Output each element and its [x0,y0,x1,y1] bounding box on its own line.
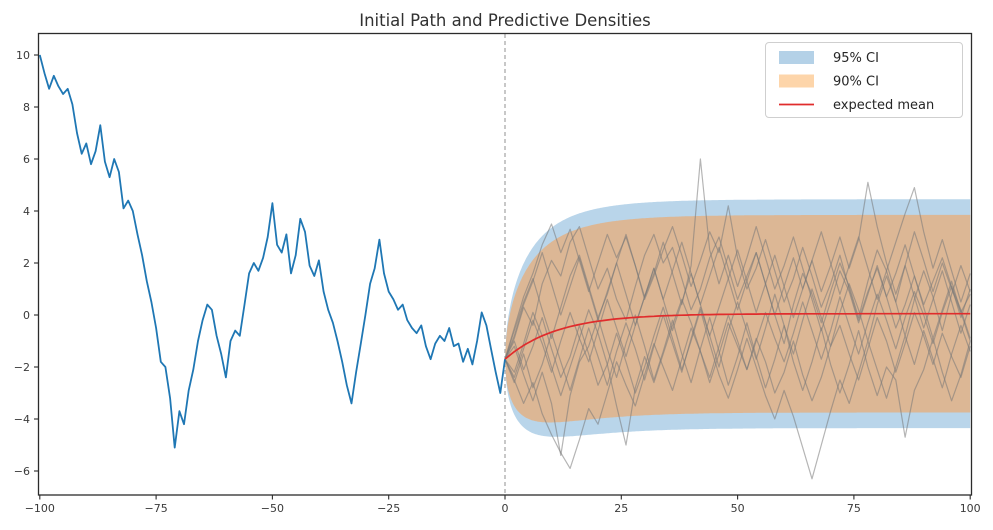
y-tick-label: −4 [14,413,30,426]
legend-label-90-ci: 90% CI [833,75,879,90]
y-tick-label: 2 [23,257,30,270]
legend-label-95-ci: 95% CI [833,51,879,66]
y-tick-label: 0 [23,309,30,322]
legend-label-expected-mean: expected mean [833,98,934,113]
legend: 95% CI 90% CI expected mean [765,42,963,118]
ci-bands-layer [505,199,971,437]
x-tick-label: 75 [847,502,861,515]
expected-mean-line [504,312,971,360]
axes-layer: −100 −75 −50 −25 0 25 50 75 100 −6 −4 −2 0 2 4 6 8 10 [14,32,981,515]
sample-path [504,285,971,446]
sample-path [504,187,971,360]
chart-title: Initial Path and Predictive Densities [359,11,651,30]
x-tick-label: −50 [261,502,284,515]
x-tick-label: 50 [731,502,745,515]
y-tick-label: −6 [14,465,30,478]
x-tick-label: 0 [502,502,509,515]
history-line [38,54,506,449]
legend-box [765,42,963,118]
y-tick-label: 10 [16,49,30,62]
sample-path [504,306,971,480]
x-tick-label: −75 [144,502,167,515]
legend-swatch-90-ci [779,74,814,88]
sample-path [504,311,971,469]
sample-path [504,158,971,360]
y-tick-label: 4 [23,205,30,218]
ci-90-band [505,214,971,423]
x-tick-label: 100 [960,502,981,515]
x-tick-label: −25 [377,502,400,515]
legend-swatch-95-ci [779,51,814,64]
sample-path [504,265,971,391]
x-tick-label: 25 [614,502,628,515]
x-tick-label: −100 [25,502,55,515]
history-line-layer [38,54,506,449]
sample-path [504,205,971,360]
sample-paths-layer [504,158,971,480]
mean-line-layer [504,312,971,360]
y-tick-label: 8 [23,101,30,114]
y-tick-label: −2 [14,361,30,374]
sample-path [504,181,971,378]
y-tick-label: 6 [23,153,30,166]
sample-path [504,314,971,456]
